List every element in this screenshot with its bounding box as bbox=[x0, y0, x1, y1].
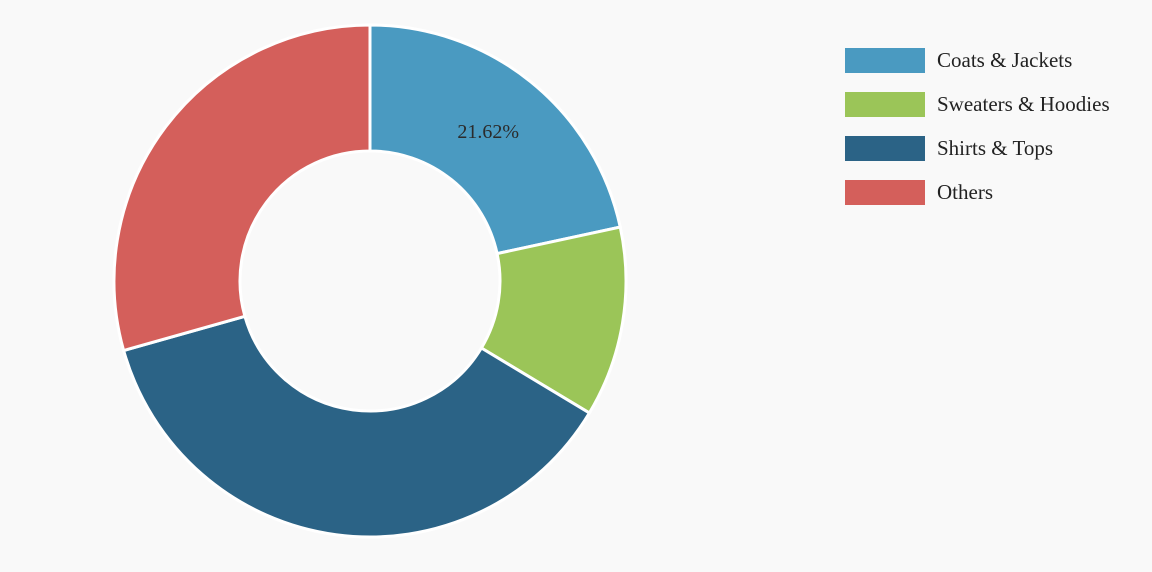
donut-slice-shirts-tops[interactable] bbox=[121, 314, 592, 539]
legend-item-sweaters-hoodies[interactable]: Sweaters & Hoodies bbox=[845, 82, 1110, 126]
legend-item-coats-jackets[interactable]: Coats & Jackets bbox=[845, 38, 1110, 82]
donut-slice-coats-jackets[interactable] bbox=[368, 23, 623, 256]
legend-label: Coats & Jackets bbox=[937, 47, 1073, 72]
legend-swatch bbox=[845, 179, 925, 205]
donut-slice-others[interactable] bbox=[112, 23, 372, 353]
legend-swatch bbox=[845, 47, 925, 73]
slice-data-label: 21.62% bbox=[457, 121, 519, 143]
legend-item-shirts-tops[interactable]: Shirts & Tops bbox=[845, 126, 1110, 170]
legend-label: Others bbox=[937, 179, 993, 204]
chart-legend: Coats & Jackets Sweaters & Hoodies Shirt… bbox=[845, 38, 1110, 214]
legend-item-others[interactable]: Others bbox=[845, 170, 1110, 214]
legend-swatch bbox=[845, 135, 925, 161]
legend-swatch bbox=[845, 91, 925, 117]
legend-label: Sweaters & Hoodies bbox=[937, 91, 1110, 116]
legend-label: Shirts & Tops bbox=[937, 135, 1054, 160]
